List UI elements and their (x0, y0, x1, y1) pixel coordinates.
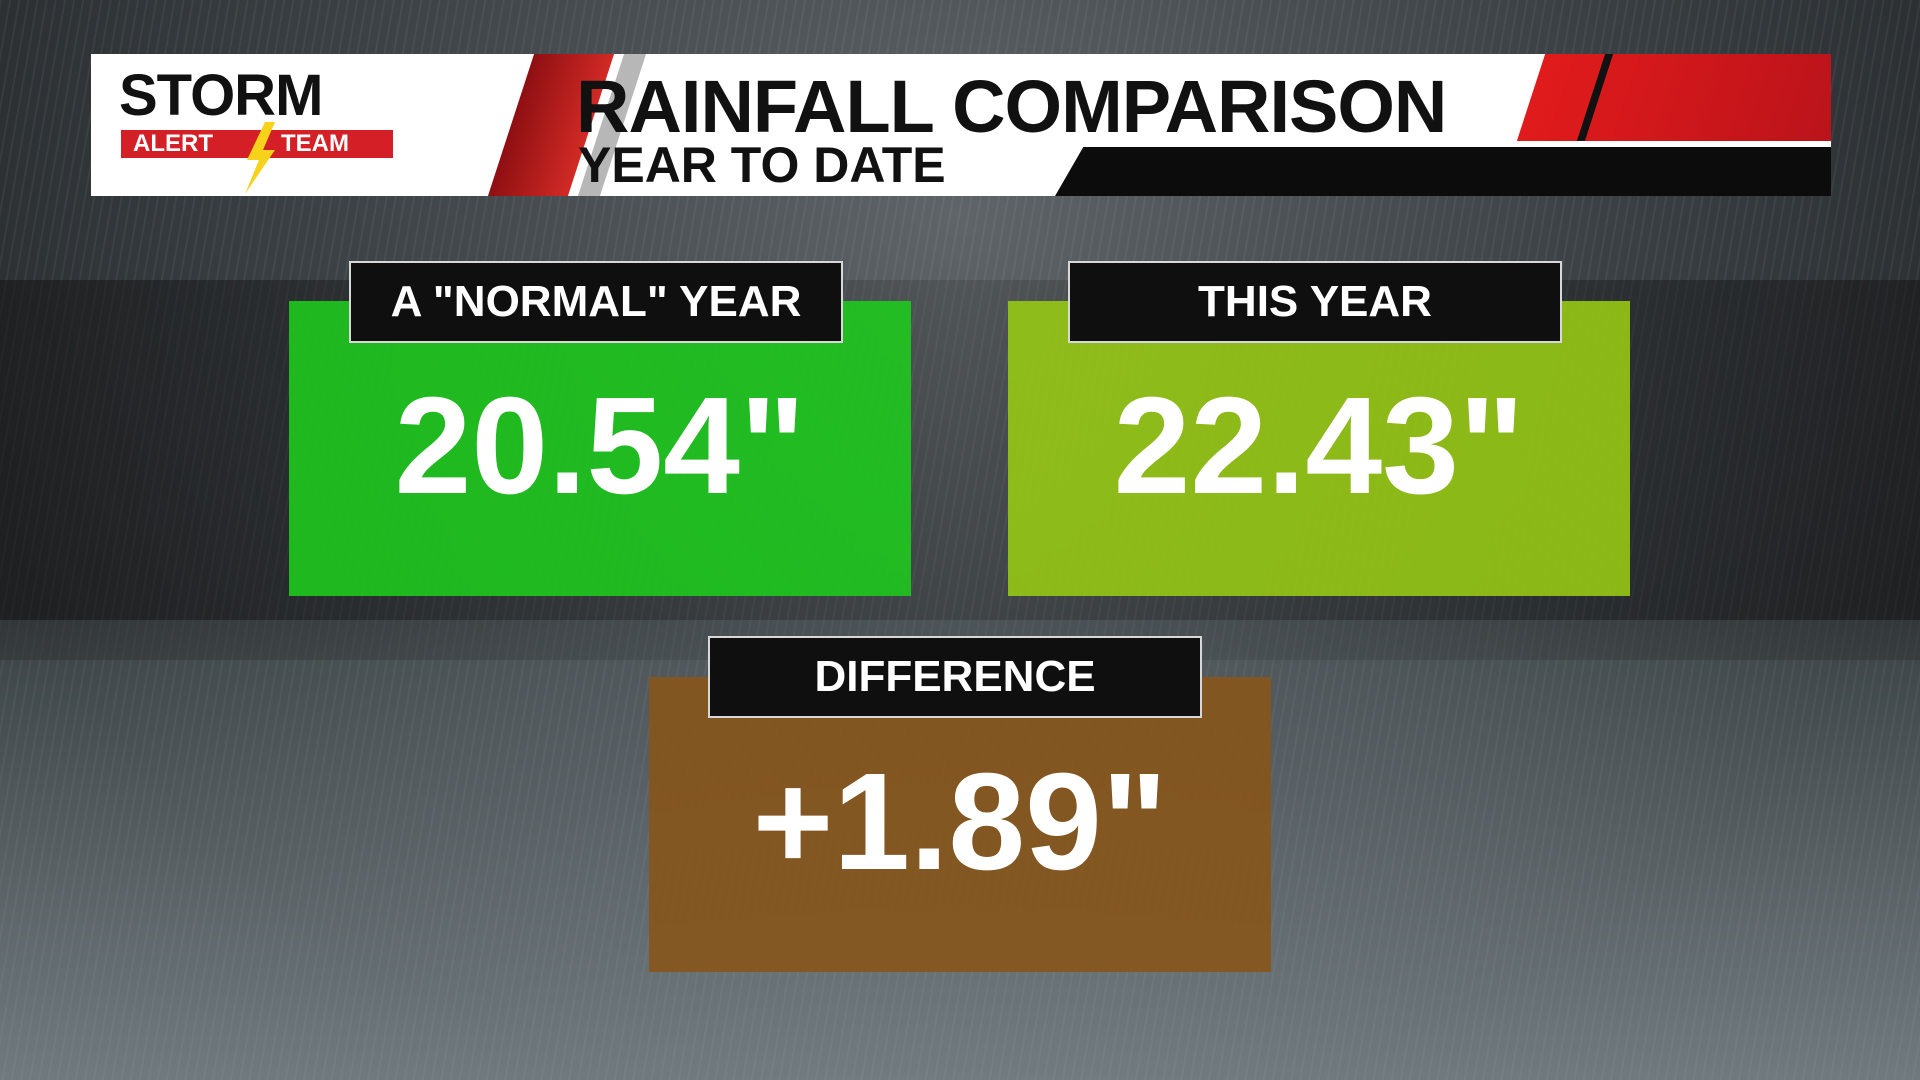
card: 22.43" (1008, 301, 1630, 596)
card-label: DIFFERENCE (708, 636, 1202, 718)
card: 20.54" (289, 301, 911, 596)
subtitle: YEAR TO DATE (578, 137, 946, 193)
title: RAINFALL COMPARISON (576, 65, 1447, 148)
card-value: 22.43" (1113, 369, 1525, 523)
card-value: +1.89" (752, 745, 1168, 899)
card-label: THIS YEAR (1068, 261, 1562, 343)
logo-text: TEAM (281, 130, 349, 157)
logo-bolt (245, 122, 275, 194)
header-bar: STORM ALERT TEAM RAINFALL COMPARISON YEA… (91, 54, 1831, 196)
card-value: 20.54" (394, 369, 806, 523)
decor (1516, 54, 1831, 141)
decor (1048, 147, 1831, 196)
card: +1.89" (649, 677, 1271, 972)
logo-text: STORM (119, 63, 323, 128)
card-label: A "NORMAL" YEAR (349, 261, 843, 343)
logo-text: ALERT (133, 130, 213, 157)
background-shade (0, 280, 1920, 660)
